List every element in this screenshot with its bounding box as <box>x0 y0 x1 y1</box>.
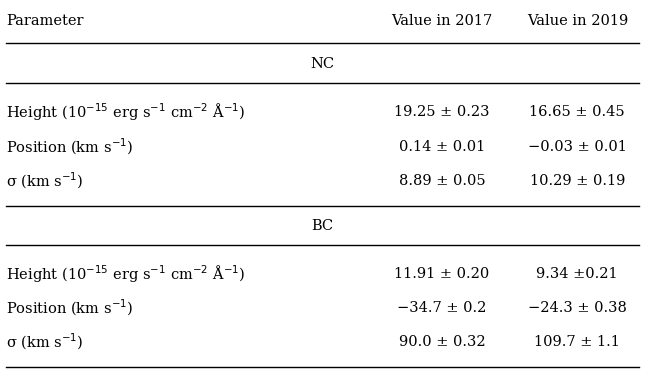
Text: Position (km s$^{-1}$): Position (km s$^{-1}$) <box>6 137 134 157</box>
Text: σ (km s$^{-1}$): σ (km s$^{-1}$) <box>6 171 84 191</box>
Text: 10.29 ± 0.19: 10.29 ± 0.19 <box>530 174 625 188</box>
Text: 90.0 ± 0.32: 90.0 ± 0.32 <box>399 335 485 349</box>
Text: Height (10$^{-15}$ erg s$^{-1}$ cm$^{-2}$ Å$^{-1}$): Height (10$^{-15}$ erg s$^{-1}$ cm$^{-2}… <box>6 263 246 285</box>
Text: −0.03 ± 0.01: −0.03 ± 0.01 <box>528 140 627 154</box>
Text: 19.25 ± 0.23: 19.25 ± 0.23 <box>394 105 490 120</box>
Text: Position (km s$^{-1}$): Position (km s$^{-1}$) <box>6 298 134 318</box>
Text: BC: BC <box>312 219 333 233</box>
Text: 9.34 ±0.21: 9.34 ±0.21 <box>537 267 618 281</box>
Text: Value in 2019: Value in 2019 <box>527 13 628 28</box>
Text: −34.7 ± 0.2: −34.7 ± 0.2 <box>397 301 486 315</box>
Text: Height (10$^{-15}$ erg s$^{-1}$ cm$^{-2}$ Å$^{-1}$): Height (10$^{-15}$ erg s$^{-1}$ cm$^{-2}… <box>6 102 246 123</box>
Text: NC: NC <box>310 57 335 71</box>
Text: 11.91 ± 0.20: 11.91 ± 0.20 <box>394 267 490 281</box>
Text: Value in 2017: Value in 2017 <box>392 13 492 28</box>
Text: Parameter: Parameter <box>6 13 84 28</box>
Text: 109.7 ± 1.1: 109.7 ± 1.1 <box>534 335 620 349</box>
Text: σ (km s$^{-1}$): σ (km s$^{-1}$) <box>6 332 84 352</box>
Text: −24.3 ± 0.38: −24.3 ± 0.38 <box>528 301 627 315</box>
Text: 0.14 ± 0.01: 0.14 ± 0.01 <box>399 140 485 154</box>
Text: 8.89 ± 0.05: 8.89 ± 0.05 <box>399 174 485 188</box>
Text: 16.65 ± 0.45: 16.65 ± 0.45 <box>530 105 625 120</box>
